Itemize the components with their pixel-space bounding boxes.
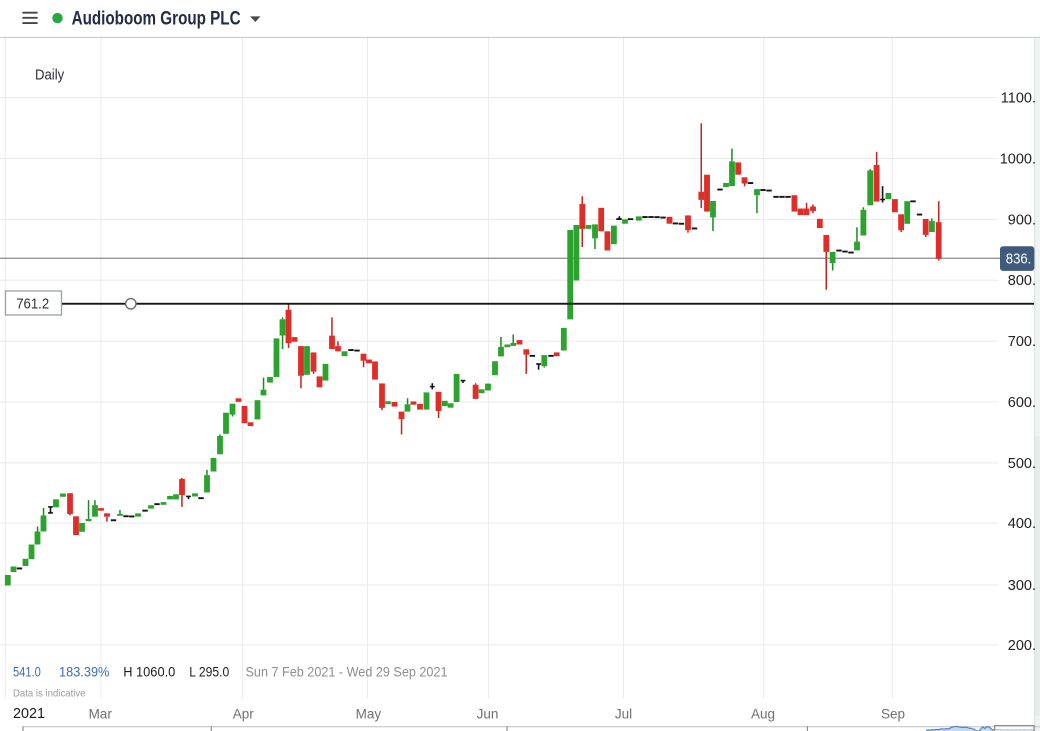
svg-text:183.39%: 183.39%	[59, 664, 109, 680]
svg-text:900.: 900.	[1008, 212, 1036, 228]
svg-text:300.: 300.	[1008, 578, 1036, 594]
svg-text:H 1060.0: H 1060.0	[123, 664, 175, 680]
svg-text:600.: 600.	[1008, 395, 1036, 411]
svg-text:800.: 800.	[1008, 273, 1036, 289]
svg-text:836.: 836.	[1006, 252, 1032, 268]
svg-text:Aug: Aug	[751, 706, 775, 721]
svg-text:May: May	[356, 706, 382, 721]
svg-text:400.: 400.	[1008, 516, 1036, 532]
svg-text:Audioboom Group PLC: Audioboom Group PLC	[72, 8, 241, 30]
svg-text:1100.: 1100.	[1001, 91, 1036, 107]
svg-text:Data is indicative: Data is indicative	[13, 687, 86, 699]
svg-text:700.: 700.	[1008, 334, 1036, 350]
svg-text:Daily: Daily	[35, 67, 65, 84]
svg-text:Sun 7 Feb 2021 - Wed 29 Sep 20: Sun 7 Feb 2021 - Wed 29 Sep 2021	[246, 664, 448, 680]
svg-text:200.: 200.	[1008, 638, 1036, 654]
svg-text:Sep: Sep	[881, 706, 905, 721]
svg-text:Mar: Mar	[89, 706, 113, 721]
svg-text:2021: 2021	[13, 705, 45, 722]
svg-text:541.0: 541.0	[13, 664, 41, 680]
svg-text:761.2: 761.2	[16, 295, 49, 312]
svg-text:Jun: Jun	[477, 706, 499, 721]
svg-text:Apr: Apr	[233, 706, 255, 721]
svg-text:500.: 500.	[1008, 456, 1036, 472]
svg-text:L 295.0: L 295.0	[189, 664, 229, 680]
svg-text:1000.: 1000.	[1000, 152, 1036, 168]
svg-text:Jul: Jul	[615, 706, 632, 721]
